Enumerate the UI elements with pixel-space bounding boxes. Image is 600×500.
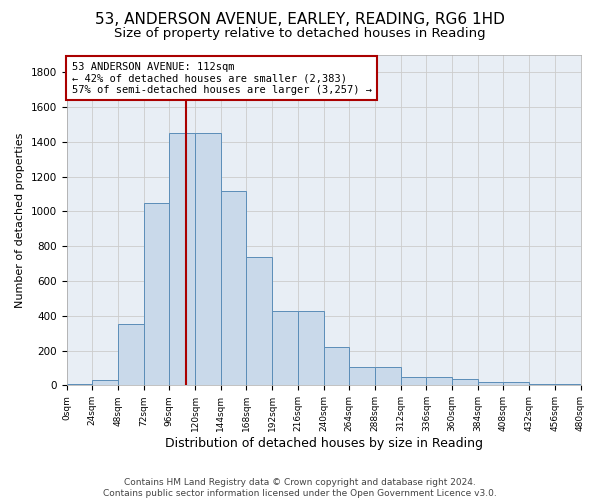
Bar [401, 376, 427, 386]
Bar [349, 367, 375, 386]
Bar [298, 310, 323, 386]
Bar [67, 384, 92, 386]
Text: Contains HM Land Registry data © Crown copyright and database right 2024.
Contai: Contains HM Land Registry data © Crown c… [103, 478, 497, 498]
Bar [503, 382, 529, 386]
Text: 53, ANDERSON AVENUE, EARLEY, READING, RG6 1HD: 53, ANDERSON AVENUE, EARLEY, READING, RG… [95, 12, 505, 28]
Bar [427, 376, 452, 386]
Bar [195, 133, 221, 386]
Bar [478, 382, 503, 386]
Bar [555, 384, 580, 386]
Bar [143, 203, 169, 386]
Text: 53 ANDERSON AVENUE: 112sqm
← 42% of detached houses are smaller (2,383)
57% of s: 53 ANDERSON AVENUE: 112sqm ← 42% of deta… [71, 62, 371, 95]
Bar [169, 133, 195, 386]
Bar [118, 324, 143, 386]
Bar [272, 310, 298, 386]
Bar [375, 367, 401, 386]
Bar [452, 380, 478, 386]
Bar [247, 256, 272, 386]
Bar [221, 190, 247, 386]
Y-axis label: Number of detached properties: Number of detached properties [15, 132, 25, 308]
Text: Size of property relative to detached houses in Reading: Size of property relative to detached ho… [114, 28, 486, 40]
Bar [323, 347, 349, 386]
X-axis label: Distribution of detached houses by size in Reading: Distribution of detached houses by size … [164, 437, 482, 450]
Bar [92, 380, 118, 386]
Bar [529, 384, 555, 386]
